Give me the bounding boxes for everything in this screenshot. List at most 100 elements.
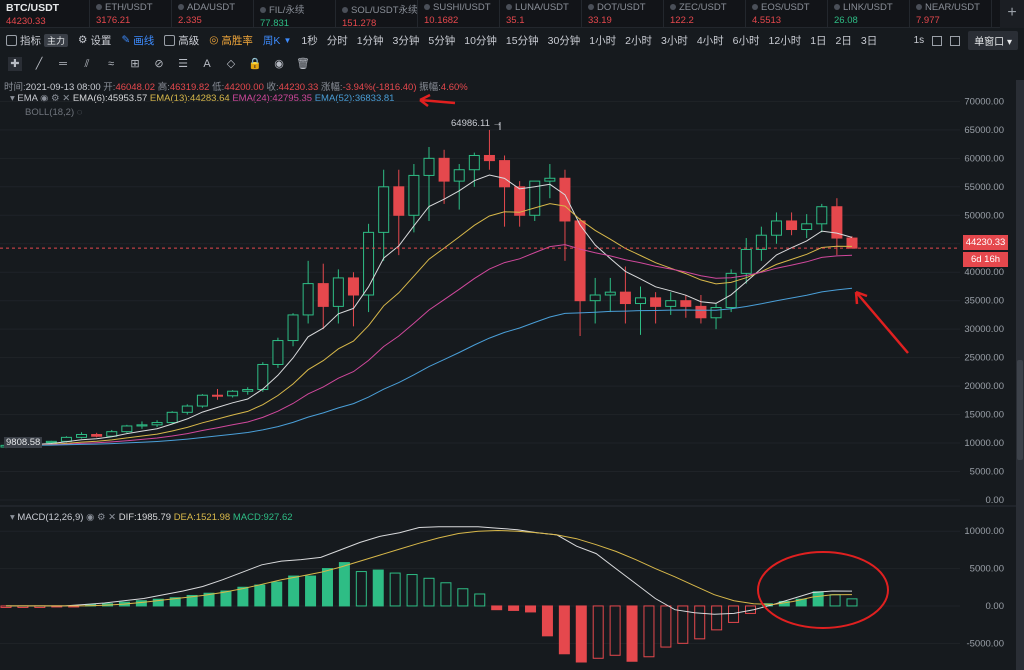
- main-badge: 主力: [44, 33, 69, 47]
- period-13[interactable]: 12小时: [768, 34, 802, 47]
- window-select[interactable]: 单窗口 ▾: [968, 31, 1018, 50]
- annotation-arrowhead-ema52: [854, 290, 868, 305]
- price-axis-label: 0.00: [986, 495, 1005, 506]
- period-16[interactable]: 3日: [860, 34, 878, 47]
- ticker-2[interactable]: ADA/USDT 2.335: [172, 0, 254, 27]
- macd-bar: [812, 591, 824, 607]
- cursor-icon[interactable]: ✚: [8, 57, 22, 71]
- ticker-7[interactable]: DOT/USDT 33.19: [582, 0, 664, 27]
- period-select[interactable]: 周K ▼: [262, 34, 292, 47]
- period-3[interactable]: 3分钟: [392, 34, 420, 47]
- period-5[interactable]: 10分钟: [464, 34, 497, 47]
- macd-bar: [660, 605, 672, 648]
- price-axis-label: 55000.00: [964, 182, 1004, 193]
- fib-icon[interactable]: ☰: [178, 58, 188, 70]
- channel-icon[interactable]: ⫽: [84, 58, 90, 70]
- ticker-8[interactable]: ZEC/USDT 122.2: [664, 0, 746, 27]
- period-10[interactable]: 3小时: [660, 34, 688, 47]
- macd-bar: [440, 582, 452, 607]
- period-8[interactable]: 1小时: [589, 34, 617, 47]
- macd-bar: [457, 588, 469, 607]
- ema-controls-icon[interactable]: ◉ ⚙ ✕: [40, 93, 73, 104]
- ticker-6[interactable]: LUNA/USDT 35.1: [500, 0, 582, 27]
- macd-bar: [305, 575, 317, 607]
- line-icon[interactable]: ╱: [35, 58, 43, 70]
- period-14[interactable]: 1日: [810, 34, 827, 47]
- ticker-symbol: DOT/USDT: [588, 2, 663, 13]
- grid-icon: [164, 34, 176, 46]
- pencil-icon: ✎: [121, 34, 131, 46]
- macd-axis-label: -5000.00: [966, 638, 1004, 649]
- text-icon[interactable]: A: [203, 58, 211, 70]
- period-7[interactable]: 30分钟: [547, 34, 581, 47]
- macd-axis-label: 5000.00: [970, 564, 1004, 575]
- trash-icon[interactable]: 🗑: [296, 58, 310, 70]
- candle-body: [45, 440, 57, 443]
- candle-body: [574, 220, 586, 302]
- lock-icon[interactable]: 🔒: [248, 58, 262, 70]
- side-scrollbar[interactable]: [1016, 80, 1024, 670]
- period-15[interactable]: 2日: [835, 34, 852, 47]
- advanced-button[interactable]: 高级: [164, 33, 199, 48]
- macd-bar: [423, 577, 435, 607]
- ticker-5[interactable]: SUSHI/USDT 10.1682: [418, 0, 500, 27]
- ema24-line: [6, 244, 853, 446]
- period-11[interactable]: 4小时: [696, 34, 724, 47]
- price-axis-label: 40000.00: [964, 267, 1004, 278]
- candle-body: [347, 277, 359, 296]
- price-axis-label: 20000.00: [964, 381, 1004, 392]
- toolbar-right: 1s 单窗口 ▾: [914, 31, 1018, 50]
- macd-bar: [372, 569, 384, 607]
- boll-legend[interactable]: BOLL(18,2) ◌: [25, 107, 83, 118]
- measure-icon[interactable]: ⊞: [130, 58, 140, 70]
- fullscreen-icon[interactable]: [950, 35, 961, 46]
- price-axis-label: 60000.00: [964, 153, 1004, 164]
- ema-name[interactable]: EMA: [17, 93, 38, 104]
- interval-label[interactable]: 1s: [913, 35, 925, 46]
- candle-body: [166, 411, 178, 424]
- macd-bar: [558, 605, 570, 655]
- draw-button[interactable]: ✎ 画线: [121, 34, 155, 47]
- period-0[interactable]: 1秒: [301, 34, 318, 47]
- period-1[interactable]: 分时: [326, 34, 348, 47]
- macd-dif-line: [6, 526, 853, 615]
- candle-body: [272, 340, 284, 365]
- ticker-10[interactable]: LINK/USDT 26.08: [828, 0, 910, 27]
- ticker-4[interactable]: SOL/USDT永续 151.278: [336, 0, 418, 29]
- settings-button[interactable]: ⚙ 设置: [78, 34, 112, 47]
- ticker-symbol: LINK/USDT: [834, 2, 909, 13]
- ticker-symbol: EOS/USDT: [752, 2, 827, 13]
- macd-bar: [592, 605, 604, 659]
- period-12[interactable]: 6小时: [732, 34, 760, 47]
- expand-icon[interactable]: [932, 35, 943, 46]
- period-9[interactable]: 2小时: [625, 34, 652, 47]
- ticker-3[interactable]: FIL/永续 77.831: [254, 0, 336, 29]
- ticker-1[interactable]: ETH/USDT 3176.21: [90, 0, 172, 27]
- macd-bar: [186, 594, 198, 607]
- wave-icon[interactable]: ≈: [107, 58, 115, 70]
- ruler-icon[interactable]: ⊘: [154, 58, 164, 70]
- indicator-button[interactable]: 指标 主力: [6, 33, 69, 48]
- macd-bar: [829, 594, 841, 607]
- add-tab-icon[interactable]: +: [1000, 0, 1024, 28]
- candle-body: [60, 436, 72, 442]
- eye-icon[interactable]: ◉: [274, 58, 284, 70]
- countdown-tag: 6d 16h: [963, 252, 1008, 267]
- ticker-price: 151.278: [342, 18, 377, 29]
- price-axis-label: 70000.00: [964, 96, 1004, 107]
- winrate-button[interactable]: ◎ 高胜率: [209, 34, 253, 47]
- ticker-11[interactable]: NEAR/USDT 7.977: [910, 0, 992, 27]
- candle-body: [665, 300, 677, 307]
- macd-bar: [355, 571, 367, 607]
- ticker-9[interactable]: EOS/USDT 4.5513: [746, 0, 828, 27]
- ticker-0[interactable]: BTC/USDT 44230.33: [0, 0, 90, 27]
- candle-body: [242, 389, 254, 392]
- period-4[interactable]: 5分钟: [428, 34, 456, 47]
- hline-icon[interactable]: ═: [59, 58, 67, 70]
- period-2[interactable]: 1分钟: [356, 34, 384, 47]
- candle-body: [544, 177, 556, 182]
- period-6[interactable]: 15分钟: [505, 34, 539, 47]
- shape-icon[interactable]: ◇: [226, 58, 236, 70]
- ticker-symbol: NEAR/USDT: [916, 2, 991, 13]
